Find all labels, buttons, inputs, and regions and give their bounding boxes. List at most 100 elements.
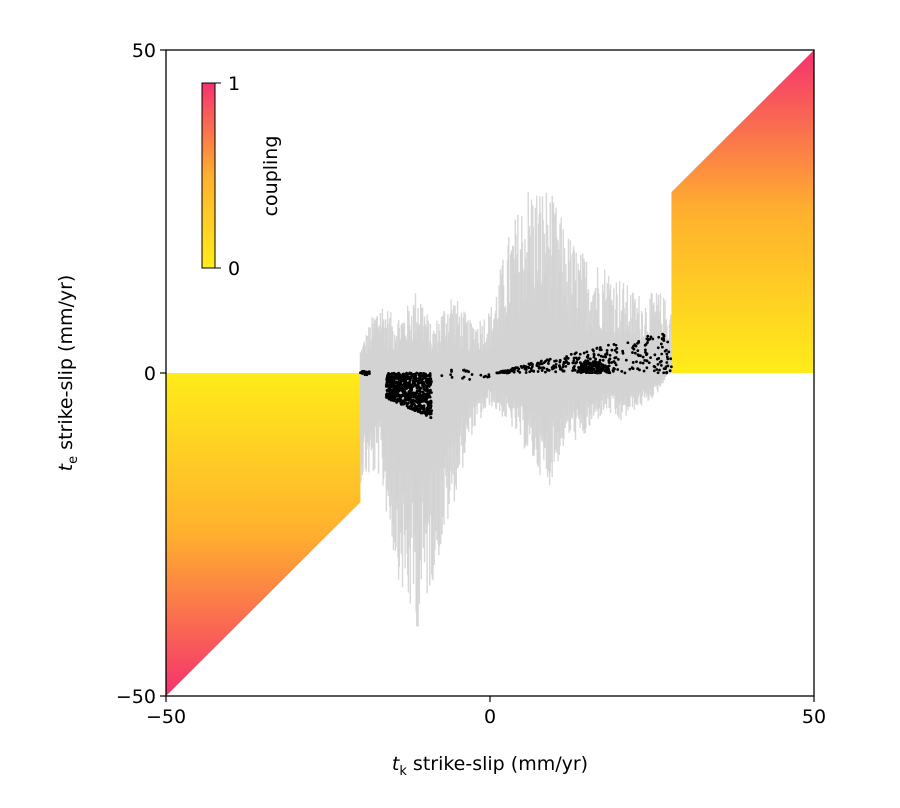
scatter-point [554, 370, 558, 374]
scatter-point [584, 366, 588, 370]
scatter-point [417, 372, 421, 376]
scatter-point [589, 369, 593, 373]
scatter-point [569, 352, 573, 356]
scatter-point [420, 400, 424, 404]
scatter-point [419, 390, 422, 394]
scatter-point [582, 368, 585, 372]
scatter-point [515, 366, 519, 370]
scatter-point [594, 357, 597, 361]
scatter-point [594, 360, 598, 364]
scatter-point [429, 416, 433, 419]
scatter-point [414, 392, 418, 396]
scatter-point [419, 406, 423, 410]
scatter-point [565, 355, 568, 358]
scatter-point [645, 352, 649, 356]
scatter-point [659, 364, 663, 367]
scatter-point [665, 361, 669, 364]
scatter-point [613, 356, 617, 360]
scatter-point [626, 341, 630, 345]
scatter-point [461, 376, 464, 380]
scatter-point [468, 378, 472, 381]
scatter-point [405, 373, 409, 377]
scatter-point [384, 384, 388, 388]
scatter-point [404, 401, 408, 405]
scatter-point [638, 368, 641, 372]
scatter-point [599, 348, 603, 352]
scatter-point [391, 393, 395, 396]
scatter-point [608, 357, 612, 361]
x-axis: −50 0 50 [146, 696, 826, 728]
scatter-point [390, 374, 394, 378]
scatter-point [552, 364, 556, 368]
scatter-point [391, 381, 395, 385]
y-axis-label: te strike-slip (mm/yr) [55, 275, 81, 472]
scatter-point [416, 398, 420, 401]
scatter-point [407, 398, 411, 401]
scatter-point [566, 356, 570, 360]
scatter-point [600, 363, 604, 367]
scatter-point [631, 346, 635, 350]
scatter-point [605, 351, 609, 355]
scatter-point [427, 406, 431, 410]
scatter-point [440, 374, 444, 378]
scatter-point [616, 368, 620, 371]
scatter-point [422, 391, 426, 395]
scatter-point [409, 395, 413, 399]
coupling-region-right [671, 50, 814, 373]
scatter-point [467, 370, 471, 374]
scatter-point [508, 369, 512, 373]
scatter-point [656, 346, 660, 350]
scatter-point [561, 365, 565, 369]
scatter-point [407, 392, 411, 396]
scatter-point [406, 401, 410, 405]
scatter-point [616, 357, 620, 361]
scatter-point [396, 391, 399, 394]
scatter-point [610, 348, 614, 352]
scatter-point [479, 373, 483, 377]
scatter-point [546, 368, 549, 372]
scatter-point [641, 355, 645, 359]
scatter-point [598, 371, 601, 374]
scatter-point [613, 367, 616, 371]
scatter-point [417, 402, 420, 406]
colorbar-tick-label-1: 1 [228, 73, 240, 95]
scatter-point [653, 353, 657, 357]
scatter-point [615, 347, 619, 350]
scatter-point [662, 333, 666, 337]
scatter-point [586, 353, 590, 357]
scatter-point [393, 375, 397, 379]
scatter-point [412, 407, 416, 411]
scatter-point [385, 378, 389, 382]
scatter-point [416, 379, 420, 383]
scatter-point [482, 375, 486, 379]
scatter-point [633, 351, 637, 355]
scatter-point [595, 366, 599, 370]
scatter-point [524, 368, 528, 372]
scatter-point [601, 358, 605, 362]
scatter-point [408, 384, 412, 388]
scatter-point [424, 379, 428, 383]
scatter-point [591, 368, 595, 372]
scatter-point [422, 409, 426, 413]
scatter-point [590, 364, 594, 368]
scatter-point [624, 358, 628, 362]
scatter-point [553, 359, 556, 363]
scatter-point [599, 346, 602, 349]
scatter-point [669, 357, 673, 361]
scatter-point [646, 334, 650, 338]
scatter-point [628, 367, 632, 371]
scatter-point [558, 365, 562, 369]
scatter-point [404, 375, 408, 379]
scatter-point [636, 353, 640, 357]
scatter-point [614, 363, 618, 367]
scatter-point [608, 353, 612, 357]
scatter-point [613, 349, 617, 352]
scatter-point [400, 402, 403, 406]
scatter-point [657, 356, 661, 360]
scatter-point [658, 368, 661, 372]
scatter-point [523, 365, 526, 369]
scatter-point [541, 366, 545, 370]
scatter-point [413, 383, 417, 387]
scatter-point [424, 412, 427, 416]
scatter-point [402, 402, 406, 406]
